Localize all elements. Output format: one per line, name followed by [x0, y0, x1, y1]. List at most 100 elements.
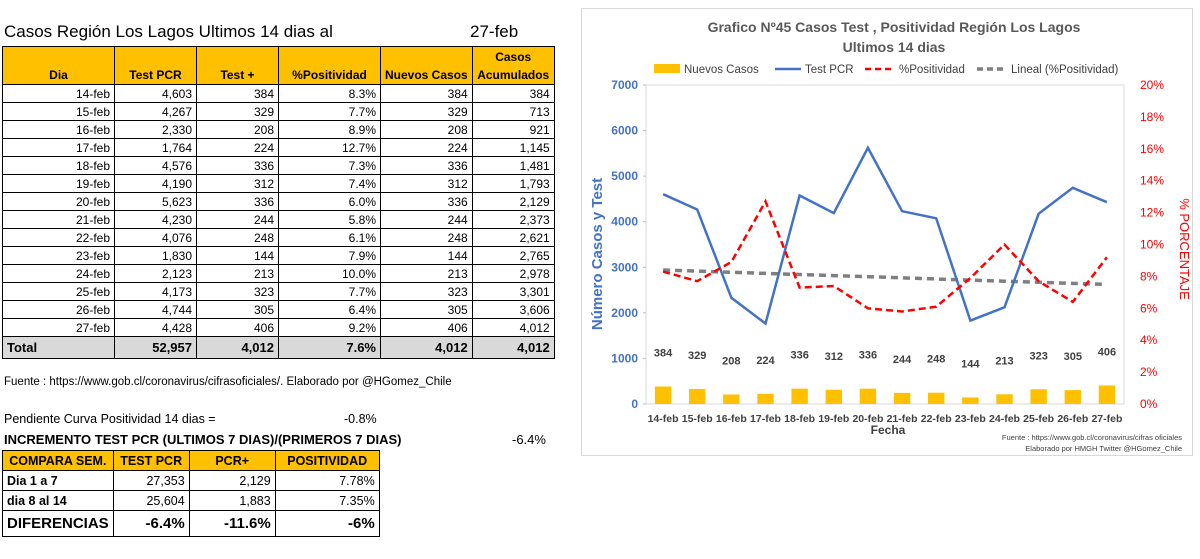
table-cell: Total — [2, 336, 115, 359]
table-row: 14-feb 4,603 384 8.3% 384 384 — [2, 84, 555, 103]
y-tick-label: 2000 — [611, 306, 638, 320]
legend-swatch — [654, 64, 680, 73]
compare-cell: Dia 1 a 7 — [2, 470, 114, 491]
col-header-dia: Dia — [2, 46, 115, 85]
table-cell: 336 — [380, 156, 473, 175]
total-row: Total 52,957 4,012 7.6% 4,012 4,012 — [2, 336, 555, 359]
bar — [791, 388, 808, 404]
bar-data-label: 336 — [859, 350, 877, 362]
x-axis-title: Fecha — [871, 423, 906, 437]
table-cell: 4,173 — [114, 282, 197, 301]
compare-header: POSITIVIDAD — [274, 450, 380, 471]
table-cell: 7.3% — [278, 156, 381, 175]
table-row: 15-feb 4,267 329 7.7% 329 713 — [2, 102, 555, 121]
x-tick-label: 15-feb — [682, 413, 713, 425]
table-cell: 4,190 — [114, 174, 197, 193]
bar-data-label: 336 — [790, 350, 808, 362]
y2-tick-label: 12% — [1140, 206, 1164, 220]
combo-chart: Grafico Nº45 Casos Test , Positividad Re… — [589, 19, 1192, 453]
compare-cell: 1,883 — [188, 490, 276, 511]
y-tick-label: 6000 — [611, 124, 638, 138]
y2-tick-label: 4% — [1140, 333, 1158, 347]
bar-data-label: 384 — [654, 348, 673, 360]
table-row: 19-feb 4,190 312 7.4% 312 1,793 — [2, 174, 555, 193]
compare-cell: -6.4% — [112, 510, 190, 537]
table-cell: 244 — [380, 210, 473, 229]
x-tick-label: 23-feb — [955, 413, 986, 425]
chart-container: Grafico Nº45 Casos Test , Positividad Re… — [581, 8, 1193, 456]
compare-cell: 25,604 — [112, 490, 190, 511]
y2-tick-label: 2% — [1140, 365, 1158, 379]
table-date: 27-feb — [470, 22, 519, 41]
legend-label: Test PCR — [805, 64, 854, 76]
table-cell: 323 — [380, 282, 473, 301]
chart-author-note: Elaborado por HMGH Twitter @HGomez_Chile — [1025, 444, 1182, 453]
table-row: 20-feb 5,623 336 6.0% 336 2,129 — [2, 192, 555, 211]
bar — [1098, 385, 1116, 404]
table-cell: 1,145 — [471, 138, 555, 157]
compare-cell: 7.35% — [274, 490, 380, 511]
y-tick-label: 4000 — [611, 215, 638, 229]
table-row: 21-feb 4,230 244 5.8% 244 2,373 — [2, 210, 555, 229]
table-cell: 4,603 — [114, 84, 197, 103]
table-cell: 15-feb — [2, 102, 115, 121]
table-cell: 336 — [196, 156, 279, 175]
table-cell: 144 — [196, 246, 279, 265]
compare-cell: dia 8 al 14 — [2, 490, 114, 511]
compare-cell: 27,353 — [112, 470, 190, 491]
x-tick-label: 24-feb — [989, 413, 1020, 425]
bar — [689, 389, 706, 404]
table-cell: 1,793 — [471, 174, 555, 193]
table-cell: 713 — [471, 102, 555, 121]
table-cell: 144 — [380, 246, 473, 265]
table-row: 22-feb 4,076 248 6.1% 248 2,621 — [2, 228, 555, 247]
table-cell: 14-feb — [2, 84, 115, 103]
bar — [859, 388, 877, 404]
x-tick-label: 25-feb — [1023, 413, 1054, 425]
table-cell: 1,830 — [114, 246, 197, 265]
table-cell: 323 — [196, 282, 279, 301]
table-cell: 7.7% — [278, 102, 381, 121]
table-cell: 20-feb — [2, 192, 115, 211]
source-note: Fuente : https://www.gob.cl/coronavirus/… — [4, 376, 452, 388]
table-cell: 6.0% — [278, 192, 381, 211]
daily-table: Dia Test PCR Test + %Positividad Nuevos … — [2, 46, 555, 359]
table-cell: 4,744 — [114, 300, 197, 319]
col-header-casos-acumulados: Casos Acumulados — [471, 46, 555, 85]
x-tick-label: 16-feb — [716, 413, 747, 425]
table-cell: 26-feb — [2, 300, 115, 319]
bar-data-label: 244 — [893, 354, 912, 366]
table-cell: 921 — [471, 120, 555, 139]
bar-data-label: 208 — [722, 356, 740, 368]
x-tick-label: 19-feb — [818, 413, 849, 425]
table-cell: 2,765 — [471, 246, 555, 265]
table-cell: 213 — [196, 264, 279, 283]
col-header-test-pos: Test + — [196, 46, 279, 85]
increment-label: INCREMENTO TEST PCR (ULTIMOS 7 DIAS)/(PR… — [4, 432, 402, 447]
bar-data-label: 305 — [1064, 351, 1082, 363]
table-cell: 213 — [380, 264, 473, 283]
table-cell: 8.3% — [278, 84, 381, 103]
bar-data-label: 248 — [927, 354, 945, 366]
bar — [1030, 389, 1047, 404]
table-cell: 6.4% — [278, 300, 381, 319]
bar-data-label: 329 — [688, 350, 706, 362]
col-header-nuevos-casos: Nuevos Casos — [380, 46, 473, 85]
compare-cell: 2,129 — [188, 470, 276, 491]
table-cell: 1,764 — [114, 138, 197, 157]
table-cell: 329 — [380, 102, 473, 121]
y2-tick-label: 14% — [1140, 174, 1164, 188]
table-cell: 2,373 — [471, 210, 555, 229]
y2-tick-label: 16% — [1140, 142, 1164, 156]
table-cell: 2,621 — [471, 228, 555, 247]
col-header-casos-bottom: Acumulados — [477, 68, 550, 82]
chart-subtitle: Ultimos 14 dias — [843, 39, 946, 55]
y-tick-label: 5000 — [611, 169, 638, 183]
table-cell: 305 — [196, 300, 279, 319]
table-row: 18-feb 4,576 336 7.3% 336 1,481 — [2, 156, 555, 175]
col-header-casos-top: Casos — [495, 50, 532, 64]
table-cell: 5.8% — [278, 210, 381, 229]
chart-title: Grafico Nº45 Casos Test , Positividad Re… — [708, 19, 1081, 35]
compare-header: TEST PCR — [112, 450, 190, 471]
compare-row: Dia 1 a 7 27,353 2,129 7.78% — [2, 470, 380, 491]
